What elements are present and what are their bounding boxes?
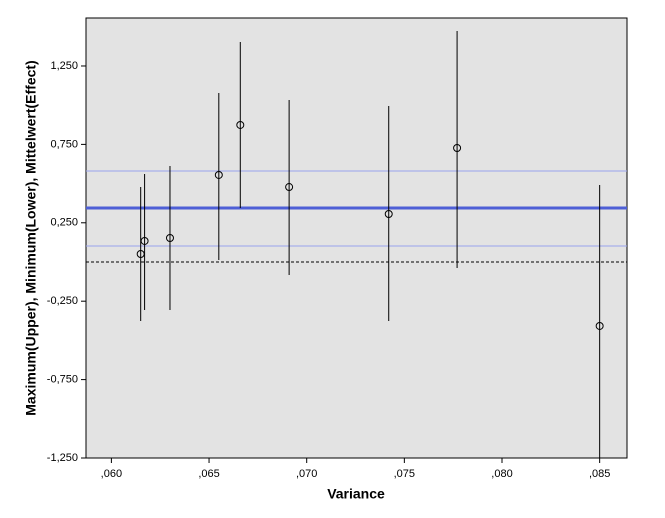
point bbox=[384, 210, 393, 219]
x-tick-label: ,060 bbox=[101, 468, 122, 480]
x-tick-label: ,080 bbox=[491, 468, 512, 480]
y-tick-label: -0,750 bbox=[47, 374, 78, 386]
point bbox=[140, 236, 149, 245]
y-axis-title: Maximum(Upper), Minimum(Lower), Mittelwe… bbox=[23, 60, 39, 415]
point bbox=[165, 234, 174, 242]
x-tick-label: ,085 bbox=[589, 468, 610, 480]
plot-area bbox=[85, 17, 628, 459]
y-tick-label: 0,250 bbox=[50, 217, 78, 229]
point bbox=[453, 143, 462, 152]
x-tick-label: ,070 bbox=[296, 468, 317, 480]
point bbox=[214, 170, 223, 179]
point bbox=[285, 183, 294, 192]
y-tick-label: 0,750 bbox=[50, 138, 78, 150]
y-tick-label: -0,250 bbox=[47, 295, 78, 307]
point bbox=[136, 249, 145, 258]
point bbox=[595, 321, 604, 330]
point bbox=[236, 120, 245, 129]
y-tick-label: 1,250 bbox=[50, 60, 78, 72]
x-tick-label: ,075 bbox=[394, 468, 415, 480]
x-tick-label: ,065 bbox=[198, 468, 219, 480]
x-axis-title: Variance bbox=[327, 486, 385, 502]
y-tick-label: -1,250 bbox=[47, 452, 78, 464]
